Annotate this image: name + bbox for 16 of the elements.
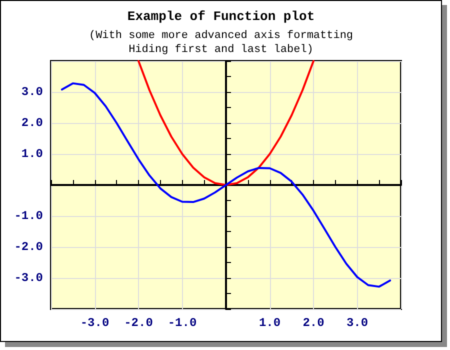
x-tick-label: 2.0 — [302, 316, 324, 330]
x-tick-label: -3.0 — [80, 316, 110, 330]
x-tick-label: 3.0 — [346, 316, 368, 330]
x-tick-label: 1.0 — [258, 316, 281, 330]
y-tick-label: 2.0 — [21, 116, 43, 130]
y-tick-label: 1.0 — [21, 147, 43, 161]
line-series — [138, 60, 314, 186]
chart-title: Example of Function plot — [127, 9, 315, 24]
y-tick-label: -1.0 — [14, 209, 43, 223]
line-series — [60, 82, 392, 288]
x-tick-label: -2.0 — [124, 316, 153, 330]
y-tick-label: -2.0 — [14, 240, 43, 254]
x-tick-label: -1.0 — [168, 316, 197, 330]
y-tick-label: 3.0 — [21, 85, 43, 99]
y-tick-label: -3.0 — [14, 271, 43, 285]
chart-subtitle: (With some more advanced axis formatting Hiding first and last label) — [88, 30, 354, 56]
